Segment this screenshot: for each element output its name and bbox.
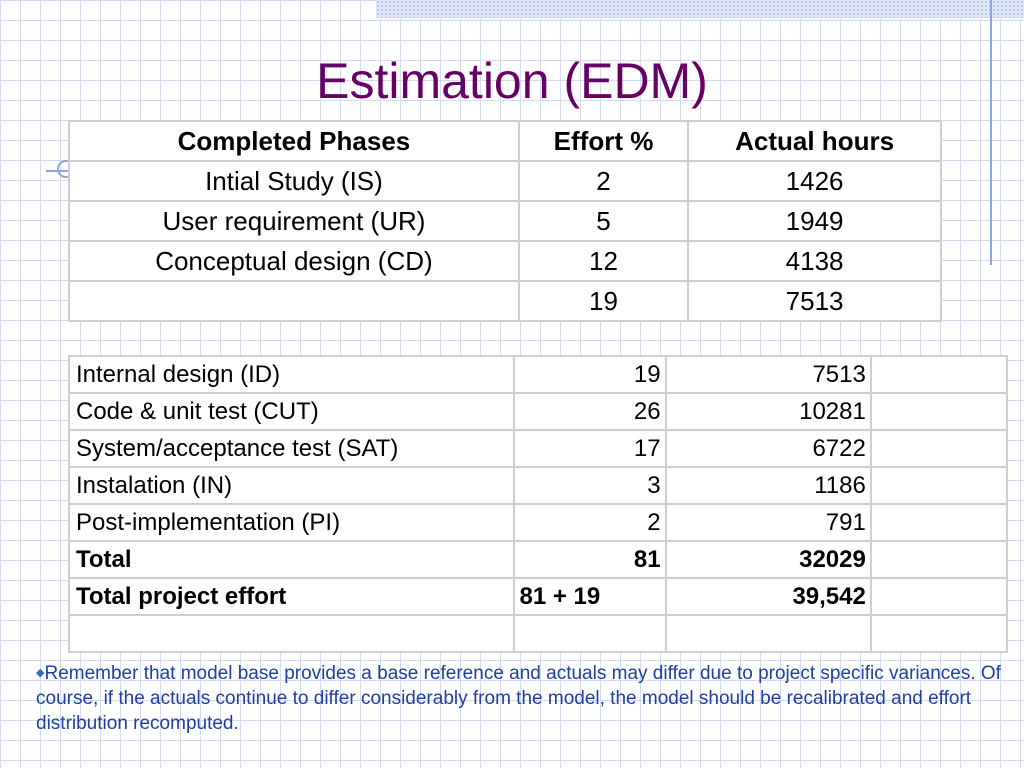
empty-cell bbox=[869, 466, 1009, 505]
effort-cell: 2 bbox=[517, 160, 690, 202]
effort-cell: 2 bbox=[513, 503, 667, 542]
empty-cell bbox=[869, 503, 1009, 542]
footnote: ◆Remember that model base provides a bas… bbox=[36, 661, 1006, 736]
effort-cell: 3 bbox=[513, 466, 667, 505]
phase-cell: User requirement (UR) bbox=[68, 200, 520, 242]
phase-cell: Code & unit test (CUT) bbox=[67, 392, 516, 431]
effort-cell: 5 bbox=[517, 200, 690, 242]
table-row: User requirement (UR) 5 1949 bbox=[68, 200, 942, 242]
footnote-text: Remember that model base provides a base… bbox=[36, 663, 1001, 734]
completed-phases-table: Completed Phases Effort % Actual hours I… bbox=[68, 120, 942, 322]
empty-cell bbox=[869, 540, 1009, 579]
total-project-effort-label: Total project effort bbox=[67, 577, 516, 616]
remaining-phases-table: Internal design (ID) 19 7513 Code & unit… bbox=[67, 355, 1009, 653]
phase-cell: Conceptual design (CD) bbox=[68, 240, 520, 282]
hours-cell: 4138 bbox=[687, 240, 942, 282]
phase-cell bbox=[68, 280, 520, 322]
empty-cell bbox=[869, 392, 1009, 431]
phase-cell: Intial Study (IS) bbox=[68, 160, 520, 202]
table-row: Conceptual design (CD) 12 4138 bbox=[68, 240, 942, 282]
empty-cell bbox=[664, 614, 872, 653]
empty-cell bbox=[869, 577, 1009, 616]
total-hours-cell: 32029 bbox=[664, 540, 872, 579]
hours-cell: 1426 bbox=[687, 160, 942, 202]
empty-cell bbox=[869, 355, 1009, 394]
table-row: Post-implementation (PI) 2 791 bbox=[67, 503, 1009, 542]
table-row: 19 7513 bbox=[68, 280, 942, 322]
table-row: System/acceptance test (SAT) 17 6722 bbox=[67, 429, 1009, 468]
decorative-top-band bbox=[376, 0, 1024, 18]
column-header: Actual hours bbox=[687, 120, 942, 162]
phase-cell: Internal design (ID) bbox=[67, 355, 516, 394]
table-row: Internal design (ID) 19 7513 bbox=[67, 355, 1009, 394]
phase-cell: Instalation (IN) bbox=[67, 466, 516, 505]
total-effort-cell: 81 bbox=[513, 540, 667, 579]
column-header: Completed Phases bbox=[68, 120, 520, 162]
table-row: Instalation (IN) 3 1186 bbox=[67, 466, 1009, 505]
effort-cell: 12 bbox=[517, 240, 690, 282]
hours-cell: 7513 bbox=[664, 355, 872, 394]
total-project-effort-row: Total project effort 81 + 19 39,542 bbox=[67, 577, 1009, 616]
total-project-effort-hours: 39,542 bbox=[664, 577, 872, 616]
empty-cell bbox=[869, 614, 1009, 653]
table-row: Code & unit test (CUT) 26 10281 bbox=[67, 392, 1009, 431]
hours-cell: 7513 bbox=[687, 280, 942, 322]
phase-cell: Post-implementation (PI) bbox=[67, 503, 516, 542]
hours-cell: 791 bbox=[664, 503, 872, 542]
empty-cell bbox=[869, 429, 1009, 468]
empty-row bbox=[67, 614, 1009, 653]
table-header-row: Completed Phases Effort % Actual hours bbox=[68, 120, 942, 162]
diamond-bullet-icon: ◆ bbox=[36, 667, 45, 679]
hours-cell: 1949 bbox=[687, 200, 942, 242]
empty-cell bbox=[67, 614, 516, 653]
table-row: Intial Study (IS) 2 1426 bbox=[68, 160, 942, 202]
phase-cell: System/acceptance test (SAT) bbox=[67, 429, 516, 468]
total-project-effort-formula: 81 + 19 bbox=[513, 577, 667, 616]
hours-cell: 6722 bbox=[664, 429, 872, 468]
hours-cell: 1186 bbox=[664, 466, 872, 505]
empty-cell bbox=[513, 614, 667, 653]
effort-cell: 26 bbox=[513, 392, 667, 431]
slide-title: Estimation (EDM) bbox=[316, 53, 708, 109]
hours-cell: 10281 bbox=[664, 392, 872, 431]
effort-cell: 17 bbox=[513, 429, 667, 468]
total-label: Total bbox=[67, 540, 516, 579]
effort-cell: 19 bbox=[513, 355, 667, 394]
effort-cell: 19 bbox=[517, 280, 690, 322]
column-header: Effort % bbox=[517, 120, 690, 162]
total-row: Total 81 32029 bbox=[67, 540, 1009, 579]
decorative-vertical-line bbox=[990, 0, 992, 265]
